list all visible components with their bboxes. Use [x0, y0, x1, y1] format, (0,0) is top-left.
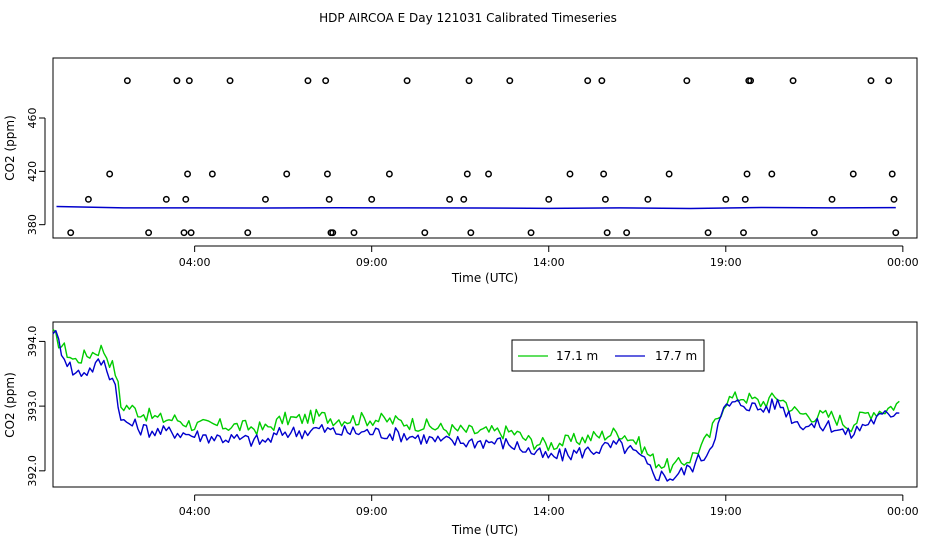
series-line-17-1-m — [52, 328, 900, 474]
data-point — [67, 229, 75, 237]
data-point — [460, 195, 468, 203]
data-point — [446, 195, 454, 203]
data-point — [867, 77, 875, 85]
data-point — [789, 77, 797, 85]
x-tick-label-bottom: 04:00 — [179, 505, 211, 518]
data-point — [740, 229, 747, 237]
data-point — [184, 170, 192, 178]
data-point — [322, 77, 330, 85]
data-point — [173, 77, 181, 85]
y-tick-label-top: 380 — [26, 214, 39, 235]
data-point — [598, 77, 606, 85]
data-point — [145, 229, 153, 237]
data-point — [747, 77, 755, 85]
legend: 17.1 m 17.7 m — [511, 339, 705, 372]
data-point — [162, 195, 170, 203]
data-point — [325, 195, 333, 203]
data-point — [368, 195, 376, 203]
data-point — [485, 170, 492, 178]
data-point — [683, 77, 691, 85]
data-point — [262, 195, 269, 203]
panel-bottom: 04:00 09:00 14:00 19:00 00:00 392.0 393.0 394.0… — [3, 321, 919, 537]
data-point — [892, 229, 900, 237]
data-point — [182, 195, 190, 203]
data-point — [84, 195, 92, 203]
data-point — [743, 170, 751, 178]
data-point — [890, 195, 898, 203]
data-point — [421, 229, 429, 237]
data-point — [304, 77, 312, 85]
series-line-17-7m-top — [56, 205, 896, 210]
data-point — [768, 170, 776, 178]
data-point — [385, 170, 393, 178]
x-tick-label-bottom: 09:00 — [356, 505, 388, 518]
data-point — [644, 195, 652, 203]
x-tick-label-bottom: 19:00 — [710, 505, 742, 518]
x-tick-label-top: 14:00 — [533, 256, 565, 269]
data-point — [185, 77, 193, 85]
data-point — [584, 77, 592, 85]
data-point — [106, 170, 114, 178]
data-point — [283, 170, 291, 178]
data-point — [467, 229, 475, 237]
data-point — [885, 77, 893, 85]
data-point — [180, 229, 188, 237]
data-point — [828, 195, 836, 203]
data-point — [722, 195, 730, 203]
x-tick-label-bottom: 14:00 — [533, 505, 565, 518]
data-point — [741, 195, 749, 203]
plot-frame-bottom — [52, 321, 918, 488]
y-axis-label-top: CO2 (ppm) — [3, 115, 17, 181]
data-point — [329, 229, 337, 237]
data-point — [187, 229, 195, 237]
data-point — [208, 170, 216, 178]
data-point — [623, 229, 631, 237]
data-point — [244, 229, 252, 237]
x-tick-label-bottom: 00:00 — [887, 505, 919, 518]
data-point — [849, 170, 857, 178]
x-tick-label-top: 19:00 — [710, 256, 742, 269]
x-tick-label-top: 00:00 — [887, 256, 919, 269]
data-point — [465, 77, 473, 85]
data-point — [704, 229, 712, 237]
y-axis-label-bottom: CO2 (ppm) — [3, 372, 17, 438]
data-point — [600, 170, 608, 178]
data-point — [888, 170, 896, 178]
data-point — [226, 77, 234, 85]
x-axis-label-bottom: Time (UTC) — [451, 523, 518, 537]
data-point — [603, 229, 611, 237]
x-axis-label-top: Time (UTC) — [451, 271, 518, 285]
panel-top: 04:00 09:00 14:00 19:00 00:00 380 420 460 Time … — [3, 57, 919, 285]
series-line-17-7-m — [52, 329, 900, 482]
plot-frame-top — [52, 57, 918, 239]
y-tick-label-bottom: 393.0 — [26, 390, 39, 422]
data-point — [665, 170, 673, 178]
legend-label-17-1m: 17.1 m — [556, 349, 598, 363]
y-tick-label-top: 460 — [26, 108, 39, 129]
x-tick-label-top: 04:00 — [179, 256, 211, 269]
data-point — [123, 77, 131, 85]
legend-label-17-7m: 17.7 m — [655, 349, 697, 363]
data-point — [323, 170, 331, 178]
y-tick-label-bottom: 392.0 — [26, 455, 39, 487]
y-tick-label-bottom: 394.0 — [26, 326, 39, 358]
data-point — [527, 229, 535, 237]
data-point — [566, 170, 574, 178]
figure-title: HDP AIRCOA E Day 121031 Calibrated Times… — [319, 11, 617, 25]
x-tick-label-top: 09:00 — [356, 256, 388, 269]
data-point — [810, 229, 818, 237]
y-tick-label-top: 420 — [26, 161, 39, 182]
data-point — [403, 77, 411, 85]
data-point — [506, 77, 514, 85]
data-point — [545, 195, 553, 203]
data-point — [350, 229, 358, 237]
data-point — [463, 170, 471, 178]
data-point — [601, 195, 609, 203]
